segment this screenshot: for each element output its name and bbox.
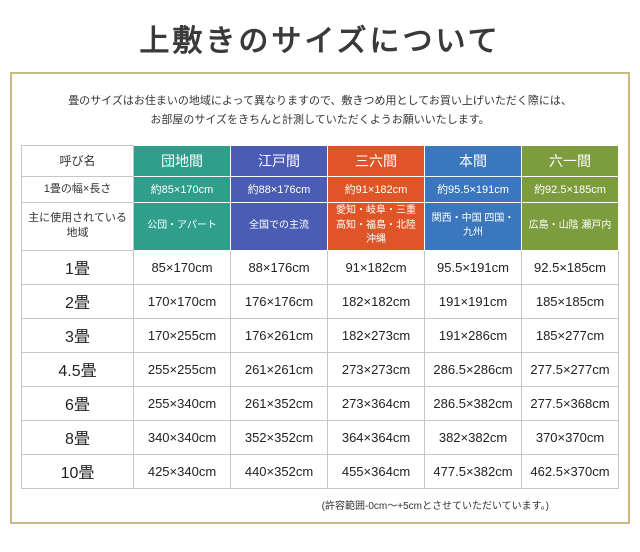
size-value: 88×176cm (230, 249, 328, 285)
header-row: 呼び名 団地間 江戸間 三六間 本間 六一間 (21, 144, 619, 177)
size-value: 255×340cm (133, 385, 231, 421)
region-cell: 愛知・岐阜・三重 高知・福島・北陸 沖縄 (327, 201, 425, 251)
size-value: 185×277cm (521, 317, 619, 353)
size-value: 455×364cm (327, 453, 425, 489)
size-value: 477.5×382cm (424, 453, 522, 489)
intro-line-1: 畳のサイズはお住まいの地域によって異なりますので、敷きつめ用としてお買い上げいた… (68, 95, 572, 107)
size-value: 176×176cm (230, 283, 328, 319)
mat-count-label: 3畳 (21, 317, 134, 353)
table-row: 1畳 85×170cm 88×176cm 91×182cm 95.5×191cm… (21, 249, 619, 285)
size-value: 286.5×382cm (424, 385, 522, 421)
intro-text: 畳のサイズはお住まいの地域によって異なりますので、敷きつめ用としてお買い上げいた… (21, 92, 619, 131)
size-value: 261×352cm (230, 385, 328, 421)
mat-count-label: 4.5畳 (21, 351, 134, 387)
size-value: 170×255cm (133, 317, 231, 353)
size-value: 462.5×370cm (521, 453, 619, 489)
size-value: 191×191cm (424, 283, 522, 319)
column-header: 六一間 (521, 144, 619, 177)
table-row: 8畳 340×340cm 352×352cm 364×364cm 382×382… (21, 419, 619, 455)
size-value: 255×255cm (133, 351, 231, 387)
table-row: 4.5畳 255×255cm 261×261cm 273×273cm 286.5… (21, 351, 619, 387)
size-value: 182×273cm (327, 317, 425, 353)
size-value: 440×352cm (230, 453, 328, 489)
size-value: 273×273cm (327, 351, 425, 387)
size-value: 340×340cm (133, 419, 231, 455)
size-value: 364×364cm (327, 419, 425, 455)
size-value: 176×261cm (230, 317, 328, 353)
region-cell: 全国での主流 (230, 201, 328, 251)
size-value: 382×382cm (424, 419, 522, 455)
mat-count-label: 8畳 (21, 419, 134, 455)
corner-cell: 呼び名 (21, 144, 134, 177)
size-value: 277.5×277cm (521, 351, 619, 387)
region-row-label: 主に使用されている地域 (21, 201, 134, 251)
size-value: 95.5×191cm (424, 249, 522, 285)
size-value: 91×182cm (327, 249, 425, 285)
size-cell: 約91×182cm (327, 175, 425, 203)
size-row-label: 1畳の幅×長さ (21, 175, 134, 203)
content-box: 畳のサイズはお住まいの地域によって異なりますので、敷きつめ用としてお買い上げいた… (10, 72, 630, 524)
size-value: 425×340cm (133, 453, 231, 489)
size-value: 261×261cm (230, 351, 328, 387)
size-cell: 約95.5×191cm (424, 175, 522, 203)
size-cell: 約88×176cm (230, 175, 328, 203)
size-value: 85×170cm (133, 249, 231, 285)
size-value: 352×352cm (230, 419, 328, 455)
table-row: 2畳 170×170cm 176×176cm 182×182cm 191×191… (21, 283, 619, 319)
region-cell: 広島・山陰 瀬戸内 (521, 201, 619, 251)
region-row: 主に使用されている地域 公団・アパート 全国での主流 愛知・岐阜・三重 高知・福… (21, 201, 619, 251)
column-header: 団地間 (133, 144, 231, 177)
column-header: 本間 (424, 144, 522, 177)
size-value: 273×364cm (327, 385, 425, 421)
size-cell: 約85×170cm (133, 175, 231, 203)
size-value: 370×370cm (521, 419, 619, 455)
size-value: 277.5×368cm (521, 385, 619, 421)
region-cell: 関西・中国 四国・九州 (424, 201, 522, 251)
size-value: 286.5×286cm (424, 351, 522, 387)
mat-count-label: 10畳 (21, 453, 134, 489)
mat-count-label: 1畳 (21, 249, 134, 285)
size-value: 185×185cm (521, 283, 619, 319)
size-row: 1畳の幅×長さ 約85×170cm 約88×176cm 約91×182cm 約9… (21, 175, 619, 203)
size-value: 92.5×185cm (521, 249, 619, 285)
tatami-size-table: 呼び名 団地間 江戸間 三六間 本間 六一間 1畳の幅×長さ 約85×170cm… (21, 144, 619, 489)
table-row: 3畳 170×255cm 176×261cm 182×273cm 191×286… (21, 317, 619, 353)
size-value: 191×286cm (424, 317, 522, 353)
column-header: 江戸間 (230, 144, 328, 177)
size-value: 182×182cm (327, 283, 425, 319)
size-cell: 約92.5×185cm (521, 175, 619, 203)
page-title: 上敷きのサイズについて (139, 24, 501, 59)
column-header: 三六間 (327, 144, 425, 177)
mat-count-label: 2畳 (21, 283, 134, 319)
tolerance-note: (許容範囲-0cm〜+5cmとさせていただいています。) (321, 500, 549, 512)
intro-line-2: お部屋のサイズをきちんと計測していただくようお願いいたします。 (150, 114, 490, 127)
table-row: 6畳 255×340cm 261×352cm 273×364cm 286.5×3… (21, 385, 619, 421)
table-row: 10畳 425×340cm 440×352cm 455×364cm 477.5×… (21, 453, 619, 489)
size-value: 170×170cm (133, 283, 231, 319)
mat-count-label: 6畳 (21, 385, 134, 421)
region-cell: 公団・アパート (133, 201, 231, 251)
